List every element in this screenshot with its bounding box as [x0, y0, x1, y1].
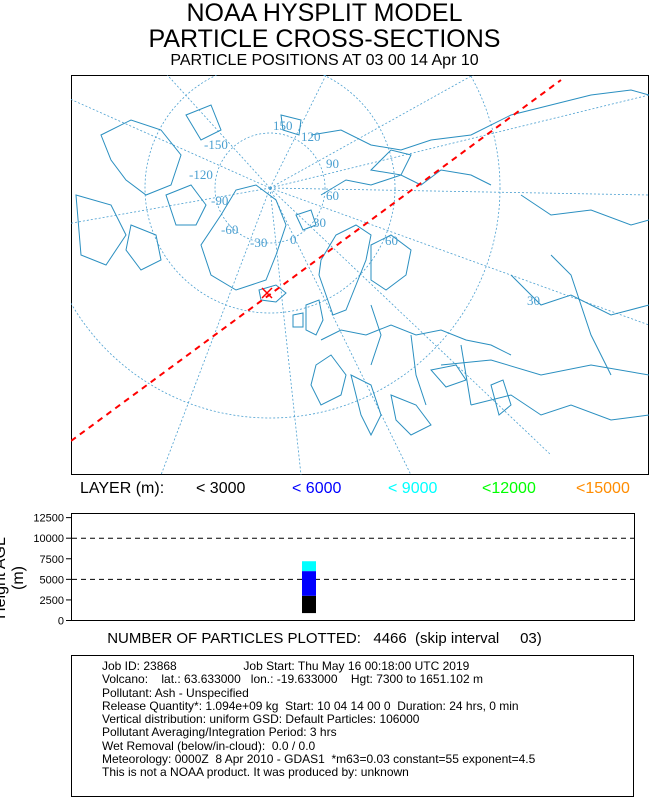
info-line: Release Quantity*: 1.094e+09 kg Start: 1… — [102, 698, 519, 713]
info-line: Pollutant Averaging/Integration Period: … — [102, 725, 337, 740]
legend-title: LAYER (m): — [80, 480, 165, 497]
lon-label: 0 — [290, 232, 297, 247]
lon-label: 120 — [301, 129, 321, 144]
info-line: Meteorology: 0000Z 8 Apr 2010 - GDAS1 *m… — [102, 752, 536, 767]
info-line: Job ID: 23868 Job Start: Thu May 16 00:1… — [102, 659, 470, 673]
legend-item-15000: <15000 — [576, 480, 630, 497]
lon-label: -60 — [221, 222, 238, 237]
legend-item-6000: < 6000 — [292, 480, 342, 497]
trajectory-line — [71, 79, 562, 442]
y-tick-label: 2500 — [40, 595, 64, 607]
source-marker — [261, 287, 273, 299]
lat-label: 60 — [385, 233, 398, 248]
particle-count: NUMBER OF PARTICLES PLOTTED: 4466 (skip … — [107, 630, 542, 647]
legend-item-9000: < 9000 — [388, 480, 438, 497]
particle-time-title: PARTICLE POSITIONS AT 03 00 14 Apr 10 — [170, 52, 479, 69]
y-tick-label: 12500 — [33, 513, 64, 525]
y-tick-label: 5000 — [40, 574, 64, 586]
info-line: Volcano: lat.: 63.633000 lon.: -19.63300… — [102, 672, 483, 687]
layer-legend: LAYER (m): < 3000 < 6000 < 9000 <12000 <… — [0, 480, 649, 500]
chart-title: NOAA HYSPLIT MODEL — [186, 0, 463, 27]
lon-label: 90 — [326, 156, 339, 171]
info-line: Vertical distribution: uniform GSD: Defa… — [102, 712, 420, 727]
run-info-box: Job ID: 23868 Job Start: Thu May 16 00:1… — [71, 655, 634, 797]
info-line: Wet Removal (below/in-cloud): 0.0 / 0.0 — [102, 738, 316, 753]
chart-frame — [71, 513, 635, 621]
info-line: Pollutant: Ash - Unspecified — [102, 685, 249, 700]
cross-section-chart: 0 2500 5000 7500 10000 12500 — [33, 513, 635, 628]
lon-label: -120 — [189, 167, 213, 182]
lon-label: -150 — [204, 137, 228, 152]
lon-label: 30 — [313, 215, 326, 230]
info-line: This is not a NOAA product. It was produ… — [102, 765, 409, 780]
lon-label: 150 — [273, 118, 293, 133]
lon-label: -90 — [211, 193, 228, 208]
map-graticule — [71, 75, 649, 475]
y-axis: 0 2500 5000 7500 10000 12500 — [33, 513, 72, 628]
y-tick-label: 0 — [58, 616, 64, 628]
map-panel: -150 -120 -90 -60 -30 0 30 60 90 120 150… — [71, 75, 649, 475]
lon-label: -30 — [250, 235, 267, 250]
lon-label: 60 — [326, 188, 339, 203]
lat-label: 30 — [527, 293, 540, 308]
y-tick-label: 10000 — [33, 533, 64, 545]
particle-layer-mark — [302, 561, 316, 572]
graticule-labels: -150 -120 -90 -60 -30 0 30 60 90 120 150… — [189, 118, 540, 308]
particle-column — [302, 561, 316, 614]
coastlines — [75, 89, 649, 437]
legend-item-3000: < 3000 — [196, 480, 246, 497]
y-tick-label: 7500 — [40, 554, 64, 566]
particle-layer-mark — [302, 571, 316, 596]
particle-layer-mark — [302, 595, 316, 614]
reference-lines — [72, 537, 634, 580]
chart-subtitle: PARTICLE CROSS-SECTIONS — [148, 25, 501, 53]
legend-item-12000: <12000 — [482, 480, 536, 497]
